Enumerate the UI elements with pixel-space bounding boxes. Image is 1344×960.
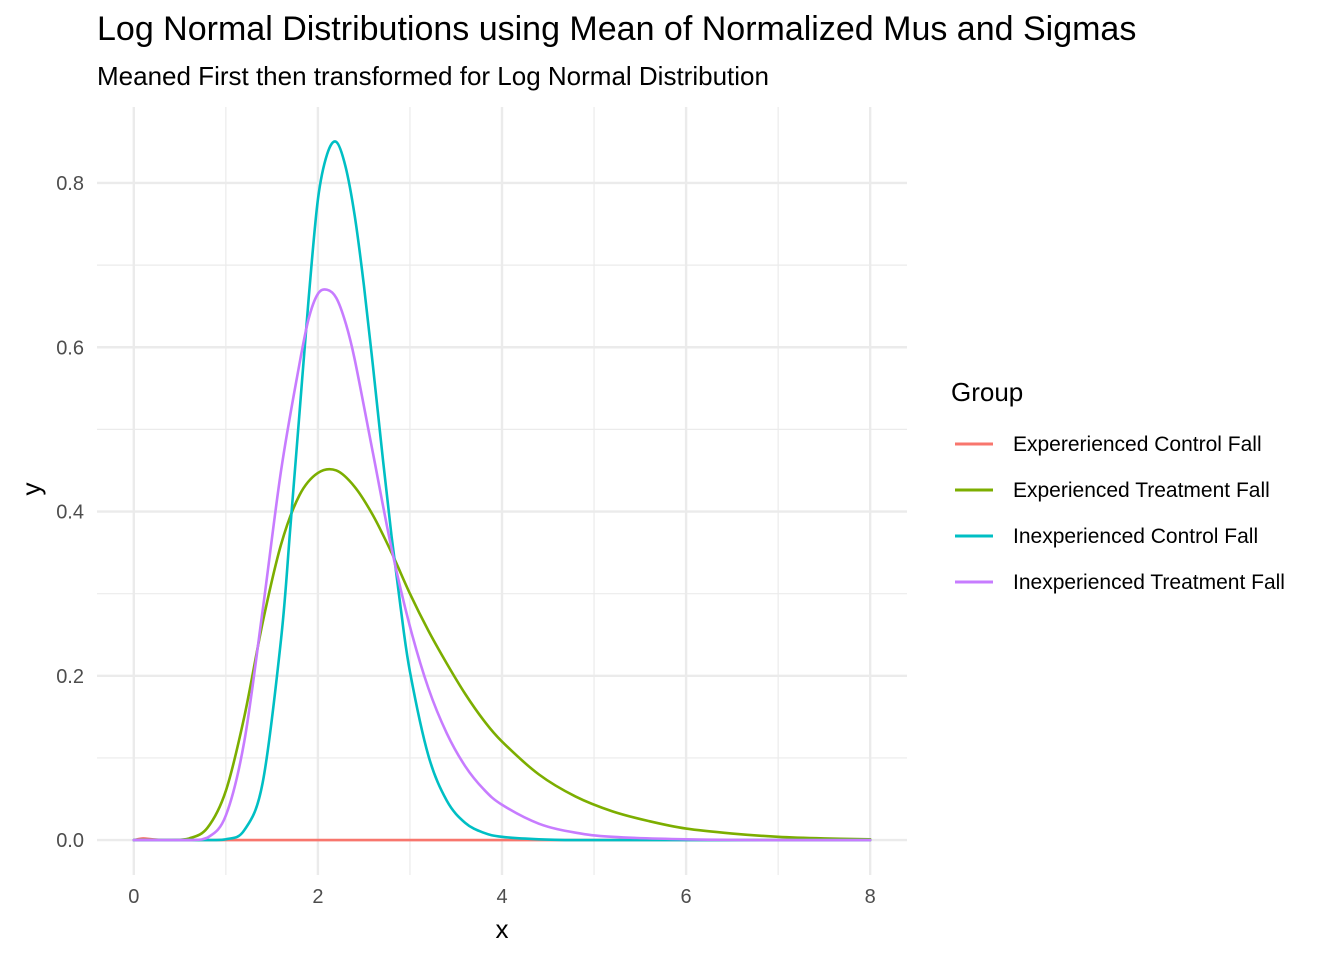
series-lines: [132, 140, 872, 842]
x-tick-label: 6: [681, 886, 692, 908]
series-line-2: [132, 467, 872, 842]
major-gridlines: [97, 107, 907, 875]
legend-label-2: Experienced Treatment Fall: [1013, 479, 1270, 502]
x-axis-tick-labels: 0 2 4 6 8: [128, 886, 875, 908]
x-axis-title: x: [496, 914, 509, 944]
x-tick-label: 4: [496, 886, 507, 908]
chart-subtitle: Meaned First then transformed for Log No…: [97, 61, 769, 91]
y-tick-label: 0.8: [56, 173, 84, 195]
series-line-3: [132, 140, 872, 842]
x-tick-label: 2: [312, 886, 323, 908]
y-tick-label: 0.2: [56, 666, 84, 688]
y-tick-label: 0.4: [56, 502, 84, 524]
y-axis-tick-labels: 0.0 0.2 0.4 0.6 0.8: [56, 173, 84, 852]
y-axis-title: y: [16, 483, 46, 496]
legend-title: Group: [951, 377, 1023, 407]
legend-label-4: Inexperienced Treatment Fall: [1013, 571, 1285, 594]
y-tick-label: 0.6: [56, 337, 84, 359]
x-tick-label: 0: [128, 886, 139, 908]
plot-panel: [97, 107, 907, 875]
legend-label-1: Expererienced Control Fall: [1013, 433, 1262, 456]
y-tick-label: 0.0: [56, 830, 84, 852]
legend-label-3: Inexperienced Control Fall: [1013, 525, 1258, 548]
x-tick-label: 8: [865, 886, 876, 908]
chart-title: Log Normal Distributions using Mean of N…: [97, 10, 1136, 48]
series-line-4: [132, 288, 872, 842]
legend: Group Expererienced Control Fall Experien…: [951, 377, 1285, 594]
legend-items: Expererienced Control Fall Experienced Tr…: [955, 433, 1285, 594]
